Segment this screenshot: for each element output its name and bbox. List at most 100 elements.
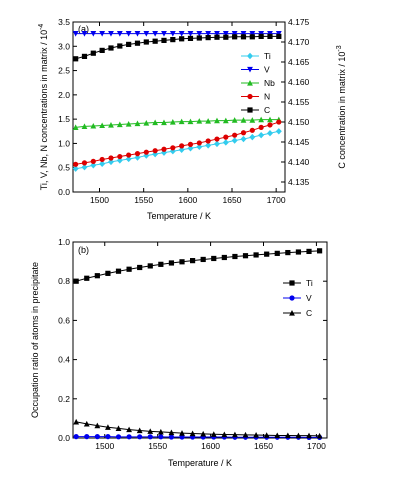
panel-b-x-axis-label: Temperature / K: [168, 458, 232, 468]
panel-a-point-v: [249, 31, 256, 37]
panel-a-right-y-tick-label: 4.150: [288, 117, 310, 127]
panel-b-point-c: [94, 422, 101, 429]
panel-a-right-y-tick-label: 4.155: [288, 97, 310, 107]
panel-b-x-tick-label: 1550: [148, 441, 167, 451]
panel-a-point-v: [152, 31, 159, 37]
panel-a-point-v: [72, 31, 79, 37]
panel-a-point-ti: [266, 130, 273, 137]
panel-b-point-ti: [285, 249, 291, 256]
panel-a-point-nb: [134, 120, 141, 127]
panel-b-point-ti: [126, 266, 132, 272]
panel-a-legend-label-n: N: [264, 92, 270, 102]
panel-a-point-c: [90, 50, 96, 56]
panel-b-x-tick-label: 1600: [201, 441, 220, 451]
panel-a-point-c: [187, 35, 194, 41]
panel-b-legend-label-c: C: [306, 308, 312, 318]
panel-b-y-tick-label: 0.6: [58, 315, 70, 325]
panel-b-point-ti: [84, 275, 90, 281]
panel-a-point-v: [196, 31, 203, 37]
panel-b-y-tick-label: 0.0: [58, 433, 70, 443]
panel-a-right-y-tick-label: 4.175: [288, 17, 310, 27]
panel-a-left-y-tick-label: 3.5: [58, 17, 70, 27]
panel-b-y-ticks: 0.0 0.2 0.4 0.6 0.8 1.0: [58, 237, 327, 443]
panel-a-point-ti: [152, 150, 159, 158]
panel-a-point-nb: [205, 118, 212, 124]
panel-b-point-ti: [105, 270, 111, 276]
panel-a-point-n: [126, 152, 132, 158]
panel-b-point-ti: [94, 273, 100, 279]
panel-b-point-v: [147, 434, 153, 440]
panel-a-right-y-tick-label: 4.140: [288, 157, 310, 167]
panel-a-point-n: [117, 153, 123, 160]
panel-a-left-y-tick-label: 2.5: [58, 66, 70, 76]
panel-b-label: (b): [78, 245, 89, 255]
panel-b-legend-label-v: V: [306, 293, 312, 303]
panel-b-legend-marker-c: [289, 310, 295, 316]
panel-a-point-nb: [152, 119, 159, 126]
panel-a-x-tick-label: 1500: [90, 195, 109, 205]
panel-a-point-nb: [240, 117, 247, 123]
panel-a-point-ti: [107, 158, 114, 166]
panel-a-point-v: [231, 31, 238, 37]
panel-a-point-n: [99, 156, 105, 163]
panel-a-point-n: [223, 134, 229, 140]
panel-b-point-c: [126, 426, 132, 433]
panel-b-y-tick-label: 0.8: [58, 276, 70, 286]
panel-a-point-ti: [258, 131, 265, 139]
panel-a-point-c: [214, 34, 220, 40]
panel-a-point-nb: [99, 122, 106, 129]
panel-a-point-v: [169, 31, 176, 37]
panel-a-point-ti: [231, 137, 238, 144]
panel-a-point-c: [161, 37, 167, 43]
panel-a-point-c: [117, 43, 123, 49]
panel-a-point-v: [178, 31, 185, 37]
panel-a-point-n: [81, 160, 88, 166]
panel-b-point-c: [210, 431, 217, 437]
panel-a-point-n: [108, 155, 114, 161]
panel-a-point-ti: [196, 143, 203, 151]
panel-a-point-n: [240, 130, 247, 136]
panel-a-point-c: [143, 39, 149, 45]
panel-b-point-v: [115, 434, 122, 440]
panel-a-point-nb: [222, 117, 229, 124]
panel-b-chart: (b) Temperature / K Occupation ratio of …: [30, 237, 328, 468]
panel-a-point-n: [267, 122, 273, 128]
panel-a-point-c: [240, 34, 247, 40]
panel-a-x-tick-label: 1700: [267, 195, 286, 205]
panel-b-plot-frame: [72, 241, 328, 439]
panel-a-point-v: [240, 31, 247, 37]
panel-a-x-tick-label: 1650: [223, 195, 242, 205]
panel-b-point-c: [136, 427, 143, 434]
panel-a-point-c: [258, 33, 264, 39]
panel-b-point-ti: [316, 248, 323, 254]
panel-a-legend-marker-nb: [247, 80, 253, 86]
panel-a-point-ti: [90, 162, 97, 169]
panel-b-point-v: [105, 434, 111, 440]
panel-b-point-c: [295, 432, 302, 439]
panel-a-point-nb: [116, 121, 123, 128]
panel-a-point-ti: [275, 128, 282, 135]
panel-a-series-line-ti: [75, 130, 279, 170]
panel-a-legend-marker-v: [247, 66, 253, 73]
panel-a-point-c: [126, 41, 132, 47]
panel-a-point-nb: [178, 118, 185, 125]
panel-b-series-line-c: [76, 421, 320, 437]
panel-a-series-line-nb: [75, 119, 279, 128]
panel-b-point-c: [253, 432, 259, 438]
panel-a-point-ti: [178, 146, 185, 153]
panel-a-right-y-tick-label: 4.170: [288, 37, 310, 47]
panel-a-legend-marker-n: [247, 93, 253, 100]
panel-b-y-tick-label: 0.2: [58, 394, 70, 404]
panel-b-point-c: [221, 431, 228, 438]
panel-a-point-ti: [134, 154, 141, 161]
panel-b-point-ti: [200, 256, 206, 263]
panel-a-point-nb: [231, 117, 238, 123]
panel-a-right-y-tick-label: 4.160: [288, 77, 310, 87]
panel-b-point-ti: [295, 249, 302, 255]
panel-a-legend-marker-c: [247, 107, 253, 113]
panel-a-point-nb: [258, 116, 265, 123]
panel-b-point-v: [94, 434, 100, 440]
panel-b-series: [73, 248, 323, 441]
panel-a-x-ticks: 1500 1550 1600 1650 1700: [90, 22, 286, 205]
